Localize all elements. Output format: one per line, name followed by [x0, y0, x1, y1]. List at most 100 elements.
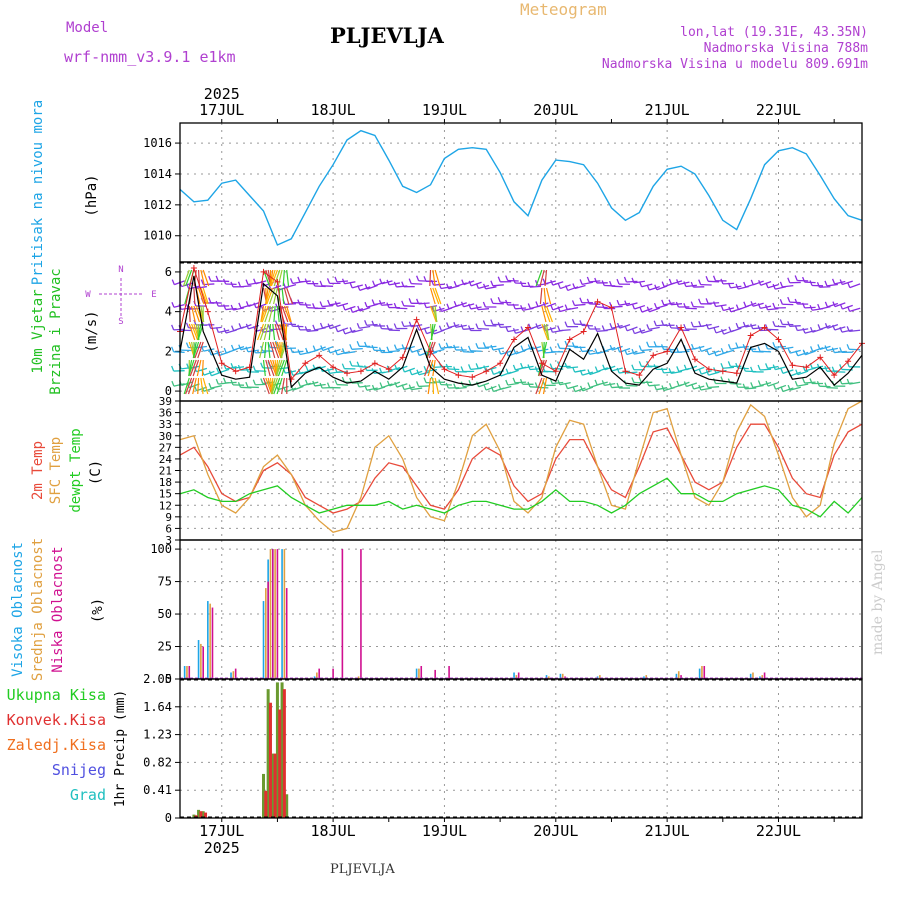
wind-gust-line [179, 266, 863, 381]
cloud-mid-bar [316, 672, 318, 679]
cloud-axis-title-high: Visoka Oblacnost [10, 542, 26, 677]
wind-barb [745, 324, 757, 328]
wind-barb [478, 284, 490, 290]
wind-barb-flag [772, 283, 776, 290]
wind-barb-flag [721, 328, 725, 335]
wind-barb [173, 328, 185, 331]
wind-barb [507, 382, 519, 386]
wind-barb [434, 305, 438, 323]
y-tick-label: 24 [159, 453, 173, 466]
wind-barb [539, 287, 543, 305]
wind-barb [277, 359, 285, 377]
wind-barb [276, 359, 283, 377]
cloud-mid-bar [701, 666, 703, 679]
wind-barb [545, 323, 550, 341]
wind-barb [440, 286, 452, 290]
cloud-high-bar [759, 676, 761, 679]
wind-barb-flag [483, 365, 487, 371]
wind-barb [389, 367, 401, 372]
wind-barb-flag [675, 346, 680, 353]
wind-barb-flag [215, 275, 219, 282]
wind-barb-flag [326, 382, 331, 388]
wind-barb [500, 385, 512, 390]
wind-barb-flag [416, 275, 420, 282]
wind-barb [619, 302, 631, 306]
wind-barb-flag [260, 378, 264, 384]
wind-barb [581, 349, 593, 353]
top-year-label: 2025 [204, 85, 240, 103]
cloud-high-bar [749, 673, 752, 679]
wind-barb-flag [482, 301, 487, 308]
wind-barb [187, 377, 195, 395]
wind-barb-flag [416, 350, 420, 356]
wind-barb-flag [802, 327, 806, 334]
top-date-label: 18JUL [311, 101, 356, 119]
wind-barb-flag [342, 328, 346, 335]
wind-barb [299, 280, 311, 283]
wind-barb-flag [438, 343, 442, 349]
wind-barb-flag [638, 361, 642, 367]
wind-barb [819, 325, 831, 330]
wind-barb [529, 285, 541, 288]
wind-barb-flag [742, 383, 746, 390]
cloud-mid-bar [269, 549, 272, 679]
wind-barb-flag [334, 379, 338, 385]
precip-total-bar [280, 682, 284, 818]
wind-barb-flag [319, 301, 323, 307]
cloud-low-bar [360, 549, 362, 679]
wind-barb-flag [223, 377, 227, 384]
wind-barb [292, 350, 304, 354]
wind-barb [671, 370, 683, 375]
y-tick-label: 1010 [143, 229, 172, 243]
precip-conv-bar [199, 811, 203, 818]
wind-barb [849, 381, 861, 385]
wind-barb-flag [230, 344, 235, 351]
wind-barb-flag [357, 305, 361, 312]
wind-barb [544, 280, 556, 285]
wind-barb-flag [832, 324, 836, 331]
cloud-mid-bar [515, 675, 518, 679]
cloud-low-bar [448, 666, 450, 679]
clouds-y-axis: 0 25 50 75 100 [150, 542, 862, 686]
wind-barb [715, 328, 727, 334]
wind-barb-flag [772, 321, 776, 327]
wind-barb [611, 305, 623, 308]
wind-barb-flag [423, 276, 427, 282]
wind-barb [285, 323, 288, 341]
wind-barb-flag [735, 342, 739, 348]
wind-barb-flag [475, 283, 479, 289]
wind-barb [849, 329, 861, 333]
cloud-high-bar [643, 676, 645, 679]
wind-barb-flag [423, 366, 427, 372]
wind-barb [541, 305, 547, 323]
wind-barb-flag [809, 326, 814, 333]
wind-barb [389, 381, 401, 387]
wind-barb [381, 370, 393, 374]
wind-barb [774, 325, 786, 328]
cloud-high-bar [207, 601, 209, 679]
wind-barb-flag [520, 326, 524, 332]
wind-barb [396, 346, 408, 351]
wind-barb [262, 377, 270, 395]
wind-barb [678, 381, 690, 387]
wind-barb-flag [460, 366, 464, 372]
wind-barb-flag [216, 367, 220, 373]
wind-barb-flag [779, 343, 784, 350]
wind-barb-flag [304, 302, 308, 308]
wind-barb-flag [297, 368, 302, 375]
page-title: PLJEVLJA [330, 23, 444, 48]
wind-barb [276, 377, 283, 395]
y-tick-label: 6 [165, 265, 172, 279]
wind-barb-flag [750, 323, 754, 329]
wind-barb [544, 269, 548, 287]
wind-barb-flag [386, 302, 390, 308]
wind-barb-flag [245, 279, 249, 285]
wind-barb [284, 303, 297, 306]
wind-barb-flag [171, 324, 175, 331]
wind-barb-flag [297, 381, 301, 387]
wind-barb [192, 359, 200, 377]
wind-barb [485, 286, 497, 290]
wind-barb-flag [446, 303, 450, 310]
wind-barb [663, 302, 675, 306]
precip-total-bar [201, 811, 205, 818]
